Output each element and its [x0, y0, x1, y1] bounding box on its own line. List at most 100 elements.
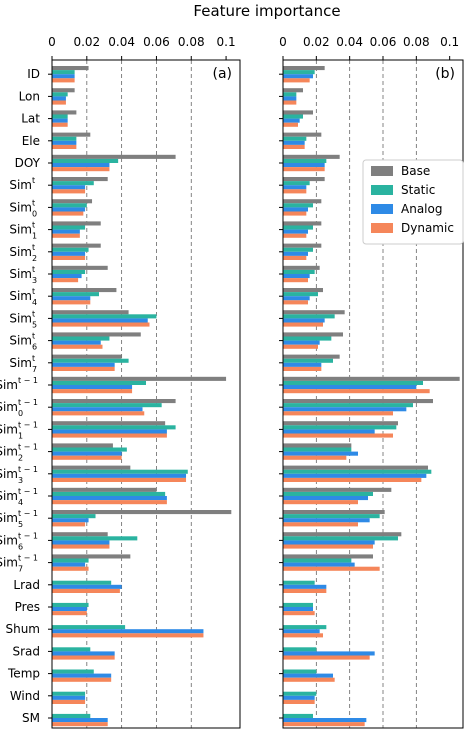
y-label-superscript: t [32, 176, 35, 185]
legend-label-static: Static [401, 183, 435, 197]
y-label-base: Sim [0, 511, 18, 525]
bar-dynamic [52, 300, 91, 305]
bar-static [52, 536, 138, 541]
bar-static [283, 713, 313, 718]
y-label-base: Lrad [13, 578, 40, 592]
bar-dynamic [283, 189, 307, 194]
bar-base [52, 332, 141, 337]
y-label-subscript: 3 [18, 476, 23, 485]
y-tick-label: Sim [9, 223, 32, 237]
bar-base [283, 243, 322, 248]
bar-base [283, 332, 343, 337]
bar-dynamic [283, 233, 307, 238]
bar-static [52, 92, 68, 97]
bar-static [52, 203, 87, 208]
bar-base [52, 132, 91, 137]
bar-base [52, 376, 227, 381]
bar-analog [52, 74, 75, 79]
y-label-base: Sim [0, 422, 18, 436]
bar-dynamic [283, 167, 325, 172]
bar-static [283, 380, 423, 385]
bar-static [283, 447, 352, 452]
bar-static [283, 70, 315, 75]
panel-label: (a) [212, 66, 232, 82]
y-label-base: Lon [19, 89, 40, 103]
legend: Base Static Analog Dynamic [362, 159, 464, 245]
bar-base [283, 221, 322, 226]
bar-dynamic [52, 566, 89, 571]
bar-dynamic [283, 344, 318, 349]
bar-dynamic [52, 278, 79, 283]
y-label-base: Sim [0, 467, 18, 481]
bar-dynamic [283, 278, 308, 283]
y-tick-label: Sim [0, 467, 18, 481]
y-tick-label: Sim [0, 511, 18, 525]
bar-dynamic [52, 255, 86, 260]
bar-static [52, 136, 77, 141]
bar-base [52, 487, 157, 492]
y-label-superscript: t [32, 309, 35, 318]
y-tick-label: Sim [9, 178, 32, 192]
bar-dynamic [283, 211, 307, 216]
bar-dynamic [52, 522, 86, 527]
plot-frame [51, 59, 241, 729]
bar-analog [283, 407, 407, 412]
y-tick-label: Sim [0, 400, 18, 414]
y-label-base: Wind [10, 689, 40, 703]
y-label-subscript: 1 [18, 431, 23, 440]
bar-dynamic [52, 322, 150, 327]
bar-static [52, 269, 86, 274]
bar-base [52, 88, 75, 93]
bar-static [283, 602, 313, 607]
y-label-base: Sim [0, 400, 18, 414]
bar-dynamic [52, 100, 66, 105]
bar-analog [283, 451, 358, 456]
y-tick-label: Shum [5, 622, 40, 636]
bar-analog [283, 473, 427, 478]
bar-dynamic [52, 655, 115, 660]
bar-analog [52, 163, 110, 168]
x-tick-label: 0.04 [108, 35, 135, 49]
y-label-base: SM [22, 711, 40, 725]
y-tick-label: DOY [15, 156, 41, 170]
bar-dynamic [52, 122, 68, 127]
y-label-base: ID [27, 67, 40, 81]
bar-base [283, 177, 325, 182]
bar-base [52, 554, 131, 559]
bar-analog [283, 673, 333, 678]
y-label-subscript: 4 [18, 498, 23, 507]
bar-analog [52, 251, 86, 256]
bar-static [283, 647, 317, 652]
bar-analog [283, 562, 355, 567]
y-tick-label: Sim [0, 489, 18, 503]
bar-analog [283, 163, 325, 168]
y-label-superscript: t [32, 198, 35, 207]
bar-dynamic [283, 477, 422, 482]
bar-dynamic [283, 389, 430, 394]
bar-dynamic [52, 455, 122, 460]
legend-label-base: Base [401, 164, 430, 178]
bar-static [52, 491, 166, 496]
bar-analog [52, 540, 110, 545]
y-tick-label: Srad [12, 644, 40, 658]
bar-static [52, 380, 146, 385]
bar-analog [283, 651, 375, 656]
y-tick-label: Sim [9, 200, 32, 214]
bar-dynamic [52, 144, 77, 149]
x-tick-label: 0.06 [370, 35, 397, 49]
bar-static [283, 114, 303, 119]
bar-analog [52, 207, 86, 212]
y-tick-label: Sim [9, 311, 32, 325]
bar-dynamic [52, 389, 133, 394]
bar-analog [52, 651, 115, 656]
y-label-base: Sim [0, 556, 18, 570]
bar-analog [283, 251, 308, 256]
bar-analog [283, 296, 310, 301]
y-tick-label: Lrad [13, 578, 40, 592]
y-label-subscript: 6 [18, 542, 23, 551]
bar-static [283, 247, 313, 252]
bar-analog [283, 540, 375, 545]
y-label-base: Sim [0, 489, 18, 503]
bar-analog [52, 473, 187, 478]
